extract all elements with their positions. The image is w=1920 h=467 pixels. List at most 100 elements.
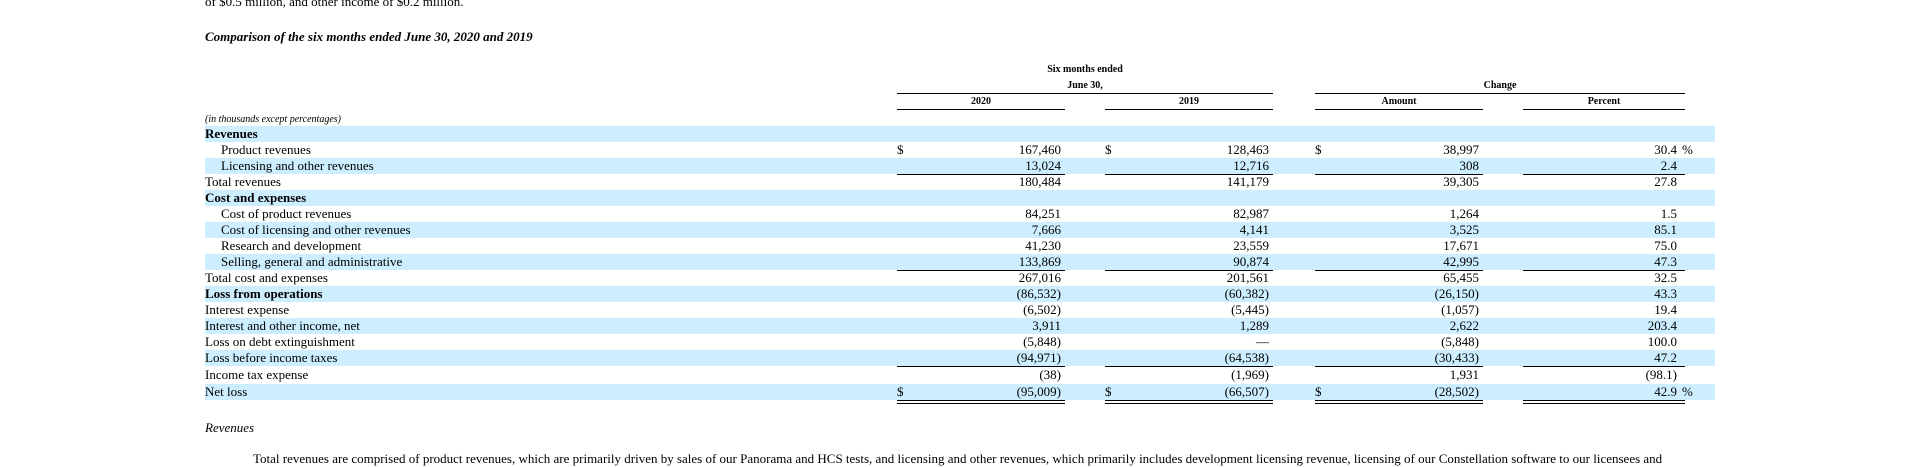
cell-c2020: 133,869 — [1018, 254, 1061, 269]
cell-percent: 47.3 — [1654, 254, 1677, 269]
row-label: Income tax expense — [205, 367, 309, 382]
double-underline — [1523, 400, 1685, 404]
row-label: Loss from operations — [205, 286, 323, 301]
cell-amount: (28,502) — [1434, 384, 1479, 399]
cell-c2020: (5,848) — [1023, 334, 1061, 349]
header-col-percent: Percent — [1587, 96, 1621, 107]
cell-c2019: (66,507) — [1224, 384, 1269, 399]
single-underline — [1315, 174, 1483, 175]
percent-sign: % — [1682, 142, 1693, 157]
table-row: Revenues — [205, 126, 1715, 142]
dollar-sign: $ — [897, 384, 904, 399]
cell-c2019: 82,987 — [1233, 206, 1269, 221]
header-rule-2019 — [1105, 109, 1273, 110]
cell-c2020: (95,009) — [1016, 384, 1061, 399]
cell-percent: 2.4 — [1660, 158, 1677, 173]
header-change-rule — [1315, 93, 1685, 94]
row-label: Cost of licensing and other revenues — [221, 222, 411, 237]
row-label: Selling, general and administrative — [221, 254, 403, 269]
single-underline — [1523, 366, 1685, 367]
table-row: Cost of licensing and other revenues 7,66… — [205, 222, 1715, 238]
single-underline — [897, 174, 1065, 175]
cell-c2019: 141,179 — [1226, 174, 1269, 189]
table-row: Interest expense (6,502) (5,445) (1,057) 19.… — [205, 302, 1715, 318]
previous-paragraph-tail: of $0.5 million, and other income of $0.… — [205, 0, 464, 9]
cell-percent: 42.9 — [1654, 384, 1677, 399]
cell-percent: 1.5 — [1660, 206, 1677, 221]
double-underline — [1315, 400, 1483, 404]
cell-c2020: 180,484 — [1018, 174, 1061, 189]
single-underline — [1105, 174, 1273, 175]
header-col-amount: Amount — [1381, 96, 1417, 107]
header-rule-amount — [1315, 109, 1483, 110]
cell-c2020: 267,016 — [1018, 270, 1061, 285]
row-label: Cost of product revenues — [221, 206, 352, 221]
cell-percent: 32.5 — [1654, 270, 1677, 285]
row-label: Licensing and other revenues — [221, 158, 374, 173]
cell-percent: 100.0 — [1647, 334, 1677, 349]
cell-c2020: 13,024 — [1025, 158, 1061, 173]
cell-c2019: (1,969) — [1231, 367, 1269, 382]
cell-amount: (26,150) — [1434, 286, 1479, 301]
cell-percent: 43.3 — [1654, 286, 1677, 301]
row-label: Research and development — [221, 238, 362, 253]
cell-c2019: 90,874 — [1233, 254, 1269, 269]
row-label: Net loss — [205, 384, 248, 399]
cell-percent: 75.0 — [1654, 238, 1677, 253]
table-row: Interest and other income, net 3,911 1,289… — [205, 318, 1715, 334]
table-row: Income tax expense (38) (1,969) 1,931 (98.1) — [205, 367, 1715, 383]
table-row: Net loss $ (95,009) $ (66,507) $ (28,502) 42.9% — [205, 384, 1715, 400]
row-label: Cost and expenses — [205, 190, 307, 205]
cell-c2020: (86,532) — [1016, 286, 1061, 301]
table-row: Selling, general and administrative 133,8… — [205, 254, 1715, 270]
subsection-title: Revenues — [205, 420, 255, 435]
cell-c2019: (60,382) — [1224, 286, 1269, 301]
single-underline — [1523, 174, 1685, 175]
single-underline — [1315, 366, 1483, 367]
cell-c2020: (38) — [1039, 367, 1061, 382]
cell-c2020: (6,502) — [1023, 302, 1061, 317]
double-underline — [897, 400, 1065, 404]
single-underline — [1105, 270, 1273, 271]
cell-c2019: 201,561 — [1226, 270, 1269, 285]
single-underline — [897, 366, 1065, 367]
table-row: Total cost and expenses 267,016 201,561 65,… — [205, 270, 1715, 286]
table-row: Cost and expenses — [205, 190, 1715, 206]
table-row: Total revenues 180,484 141,179 39,305 27.8 — [205, 174, 1715, 190]
dollar-sign: $ — [1105, 142, 1112, 157]
table-row: Loss on debt extinguishment (5,848) — (5,84… — [205, 334, 1715, 350]
double-underline — [1105, 400, 1273, 404]
header-period-rule — [897, 93, 1273, 94]
row-label: Product revenues — [221, 142, 311, 157]
header-rule-2020 — [897, 109, 1065, 110]
section-title: Comparison of the six months ended June … — [205, 29, 533, 44]
cell-c2020: 167,460 — [1018, 142, 1061, 157]
cell-c2019: 12,716 — [1233, 158, 1269, 173]
cell-amount: 17,671 — [1443, 238, 1479, 253]
row-label: Loss on debt extinguishment — [205, 334, 355, 349]
cell-c2020: 84,251 — [1025, 206, 1061, 221]
cell-percent: 30.4 — [1654, 142, 1677, 157]
row-label: Total cost and expenses — [205, 270, 328, 285]
cell-amount: (1,057) — [1441, 302, 1479, 317]
single-underline — [897, 270, 1065, 271]
row-label: Loss before income taxes — [205, 350, 338, 365]
cell-c2019: 4,141 — [1239, 222, 1269, 237]
row-label: Interest expense — [205, 302, 290, 317]
header-col-2020: 2020 — [971, 96, 991, 107]
cell-c2020: 7,666 — [1031, 222, 1061, 237]
cell-percent: 85.1 — [1654, 222, 1677, 237]
cell-percent: 203.4 — [1647, 318, 1677, 333]
table-row: Cost of product revenues 84,251 82,987 1,26… — [205, 206, 1715, 222]
table-row: Licensing and other revenues 13,024 12,716… — [205, 158, 1715, 174]
table-row: Loss before income taxes (94,971) (64,538)… — [205, 350, 1715, 366]
dollar-sign: $ — [897, 142, 904, 157]
header-col-2019: 2019 — [1179, 96, 1199, 107]
cell-c2019: (5,445) — [1231, 302, 1269, 317]
cell-c2019: (64,538) — [1224, 350, 1269, 365]
cell-percent: 27.8 — [1654, 174, 1677, 189]
percent-sign: % — [1682, 384, 1693, 399]
cell-amount: 2,622 — [1449, 318, 1479, 333]
cell-c2020: 3,911 — [1032, 318, 1061, 333]
cell-c2019: — — [1256, 334, 1269, 349]
